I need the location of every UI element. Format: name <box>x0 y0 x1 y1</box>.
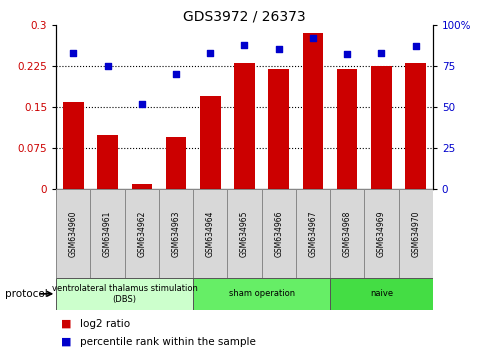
Point <box>411 43 419 49</box>
Bar <box>131 184 152 189</box>
Text: log2 ratio: log2 ratio <box>80 319 130 329</box>
Text: GSM634962: GSM634962 <box>137 210 146 257</box>
Text: percentile rank within the sample: percentile rank within the sample <box>80 337 255 347</box>
Text: naive: naive <box>369 289 392 298</box>
Point <box>308 35 316 41</box>
Text: ■: ■ <box>61 337 71 347</box>
Text: GSM634961: GSM634961 <box>103 210 112 257</box>
Point <box>240 42 248 47</box>
Point <box>172 72 180 77</box>
Bar <box>124 189 159 278</box>
Text: ■: ■ <box>61 319 71 329</box>
Bar <box>63 102 83 189</box>
Bar <box>329 189 364 278</box>
Point <box>69 50 77 56</box>
Bar <box>200 96 220 189</box>
Text: GSM634970: GSM634970 <box>410 210 419 257</box>
Text: GSM634965: GSM634965 <box>240 210 248 257</box>
Bar <box>302 33 323 189</box>
Point <box>377 50 385 56</box>
Bar <box>364 189 398 278</box>
Bar <box>227 189 261 278</box>
Point <box>206 50 214 56</box>
Text: GSM634960: GSM634960 <box>69 210 78 257</box>
Bar <box>295 189 329 278</box>
Bar <box>193 278 329 310</box>
Text: GSM634964: GSM634964 <box>205 210 214 257</box>
Bar <box>336 69 357 189</box>
Text: sham operation: sham operation <box>228 289 294 298</box>
Title: GDS3972 / 26373: GDS3972 / 26373 <box>183 10 305 24</box>
Point <box>103 63 111 69</box>
Text: protocol: protocol <box>5 289 47 299</box>
Text: GSM634967: GSM634967 <box>308 210 317 257</box>
Bar <box>329 278 432 310</box>
Bar <box>165 137 186 189</box>
Text: GSM634968: GSM634968 <box>342 210 351 257</box>
Text: GSM634966: GSM634966 <box>274 210 283 257</box>
Bar <box>90 189 124 278</box>
Bar <box>97 135 118 189</box>
Point <box>274 47 282 52</box>
Bar <box>56 278 193 310</box>
Bar <box>268 69 288 189</box>
Bar <box>398 189 432 278</box>
Bar <box>159 189 193 278</box>
Bar <box>193 189 227 278</box>
Bar <box>234 63 254 189</box>
Point <box>343 52 350 57</box>
Bar <box>261 189 295 278</box>
Bar <box>56 189 90 278</box>
Bar <box>370 66 391 189</box>
Text: ventrolateral thalamus stimulation
(DBS): ventrolateral thalamus stimulation (DBS) <box>52 284 197 303</box>
Bar <box>405 63 425 189</box>
Text: GSM634963: GSM634963 <box>171 210 180 257</box>
Text: GSM634969: GSM634969 <box>376 210 385 257</box>
Point <box>138 101 145 107</box>
